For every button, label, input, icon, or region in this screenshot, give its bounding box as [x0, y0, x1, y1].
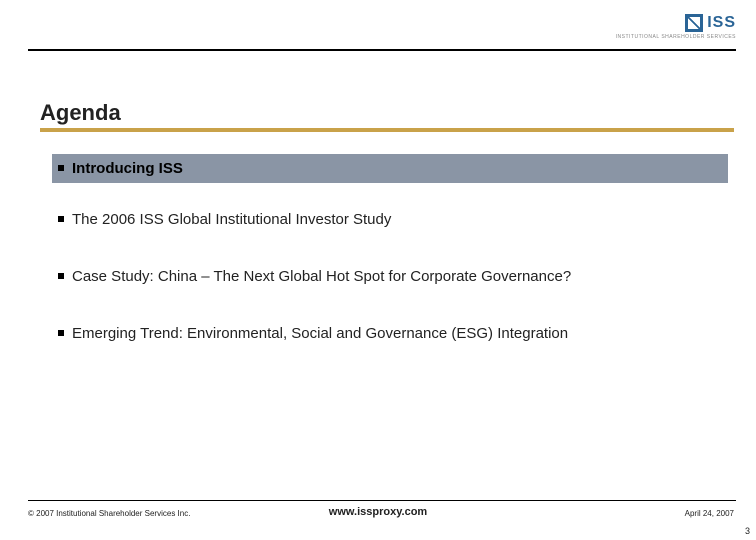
bullet-icon — [58, 165, 64, 171]
agenda-list: Introducing ISS The 2006 ISS Global Inst… — [52, 154, 728, 376]
bullet-icon — [58, 330, 64, 336]
header-rule — [28, 49, 736, 51]
agenda-item: Case Study: China – The Next Global Hot … — [52, 262, 728, 291]
logo-subtext: INSTITUTIONAL SHAREHOLDER SERVICES — [616, 34, 736, 40]
footer-rule — [28, 500, 736, 501]
agenda-item-label: The 2006 ISS Global Institutional Invest… — [72, 211, 391, 228]
footer-url: www.issproxy.com — [0, 506, 756, 518]
agenda-item-highlighted: Introducing ISS — [52, 154, 728, 183]
page-number: 3 — [745, 526, 750, 536]
agenda-item: Emerging Trend: Environmental, Social an… — [52, 319, 728, 348]
agenda-item-label: Introducing ISS — [72, 160, 183, 177]
slide: ISS INSTITUTIONAL SHAREHOLDER SERVICES A… — [0, 0, 756, 540]
agenda-item-label: Emerging Trend: Environmental, Social an… — [72, 325, 568, 342]
bullet-icon — [58, 216, 64, 222]
logo-icon — [685, 14, 703, 32]
page-title: Agenda — [40, 100, 121, 126]
logo-text: ISS — [707, 14, 736, 32]
agenda-item-label: Case Study: China – The Next Global Hot … — [72, 268, 571, 285]
title-underline — [40, 128, 734, 132]
footer-date: April 24, 2007 — [685, 509, 734, 518]
logo: ISS — [685, 14, 736, 32]
agenda-item: The 2006 ISS Global Institutional Invest… — [52, 205, 728, 234]
bullet-icon — [58, 273, 64, 279]
